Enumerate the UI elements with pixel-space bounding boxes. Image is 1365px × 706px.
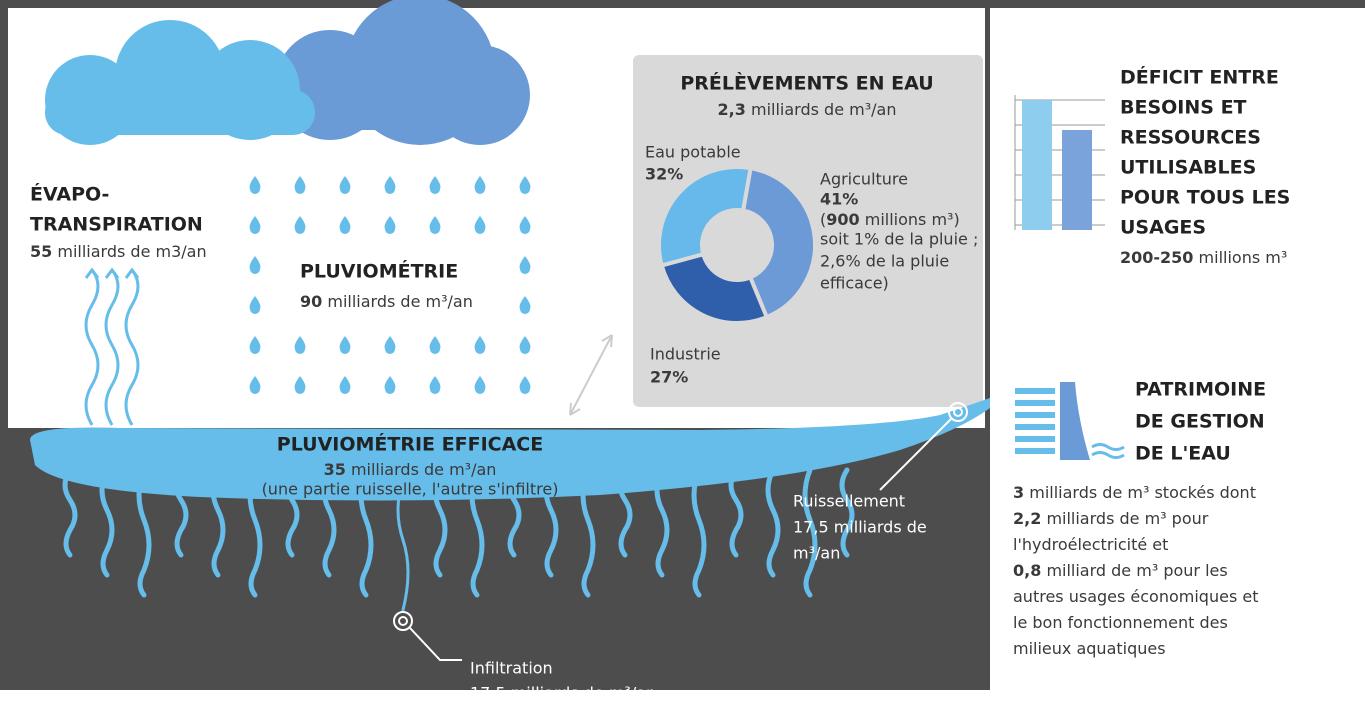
title: UTILISABLES [1120, 157, 1256, 179]
item-value: 2,2 [1013, 509, 1041, 528]
label: 17,5 milliards de m³/an [470, 684, 656, 703]
item-value: 0,8 [1013, 561, 1041, 580]
agri-detail: (900 millions m³) [820, 210, 960, 229]
label: Infiltration [470, 659, 553, 678]
item: l'hydroélectricité et [1013, 535, 1168, 554]
value: 35 milliards de m³/an [324, 460, 497, 479]
title: PLUVIOMÉTRIE EFFICACE [277, 433, 543, 456]
item-text: milieux aquatiques [1013, 639, 1166, 658]
title: DE GESTION [1135, 411, 1265, 433]
label: 17,5 milliards de [793, 518, 927, 537]
category-label: Industrie [650, 345, 721, 364]
agri-detail: soit 1% de la pluie ; [820, 230, 978, 249]
category-label: Agriculture [820, 170, 908, 189]
title: DE L'EAU [1135, 443, 1231, 465]
note: (une partie ruisselle, l'autre s'infiltr… [262, 480, 559, 499]
value-label: 32% [645, 165, 683, 184]
value: 55 milliards de m3/an [30, 242, 207, 261]
item: milieux aquatiques [1013, 639, 1166, 658]
item: autres usages économiques et [1013, 587, 1258, 606]
agri-detail: efficace) [820, 274, 889, 293]
title: RESSOURCES [1120, 127, 1261, 149]
label: m³/an [793, 544, 840, 563]
title: PRÉLÈVEMENTS EN EAU [680, 72, 933, 95]
item-text: milliards de m³ pour [1046, 509, 1208, 528]
item: 3 milliards de m³ stockés dont [1013, 483, 1256, 502]
item-text: milliards de m³ stockés dont [1029, 483, 1256, 502]
value: 2,3 milliards de m³/an [718, 100, 897, 119]
title: TRANSPIRATION [30, 214, 203, 236]
value-label: 27% [650, 368, 688, 387]
title: PATRIMOINE [1135, 379, 1266, 401]
item: le bon fonctionnement des [1013, 613, 1228, 632]
value-label: 41% [820, 190, 858, 209]
item-text: autres usages économiques et [1013, 587, 1258, 606]
item: 2,2 milliards de m³ pour [1013, 509, 1209, 528]
title: PLUVIOMÉTRIE [300, 260, 458, 283]
category-label: Eau potable [645, 143, 741, 162]
item-text: le bon fonctionnement des [1013, 613, 1228, 632]
item: 0,8 milliard de m³ pour les [1013, 561, 1228, 580]
title: POUR TOUS LES [1120, 187, 1290, 209]
item-value: 3 [1013, 483, 1024, 502]
title: USAGES [1120, 217, 1206, 239]
item-text: l'hydroélectricité et [1013, 535, 1168, 554]
label: Ruissellement [793, 492, 905, 511]
title: DÉFICIT ENTRE [1120, 66, 1279, 89]
agri-detail: 2,6% de la pluie [820, 252, 949, 271]
value: 200-250 millions m³ [1120, 248, 1287, 267]
title: BESOINS ET [1120, 97, 1247, 119]
infographic: ÉVAPO- TRANSPIRATION 55 milliards de m3/… [0, 0, 1365, 702]
title: ÉVAPO- [30, 183, 109, 206]
value: 90 milliards de m³/an [300, 292, 473, 311]
item-text: milliard de m³ pour les [1046, 561, 1227, 580]
